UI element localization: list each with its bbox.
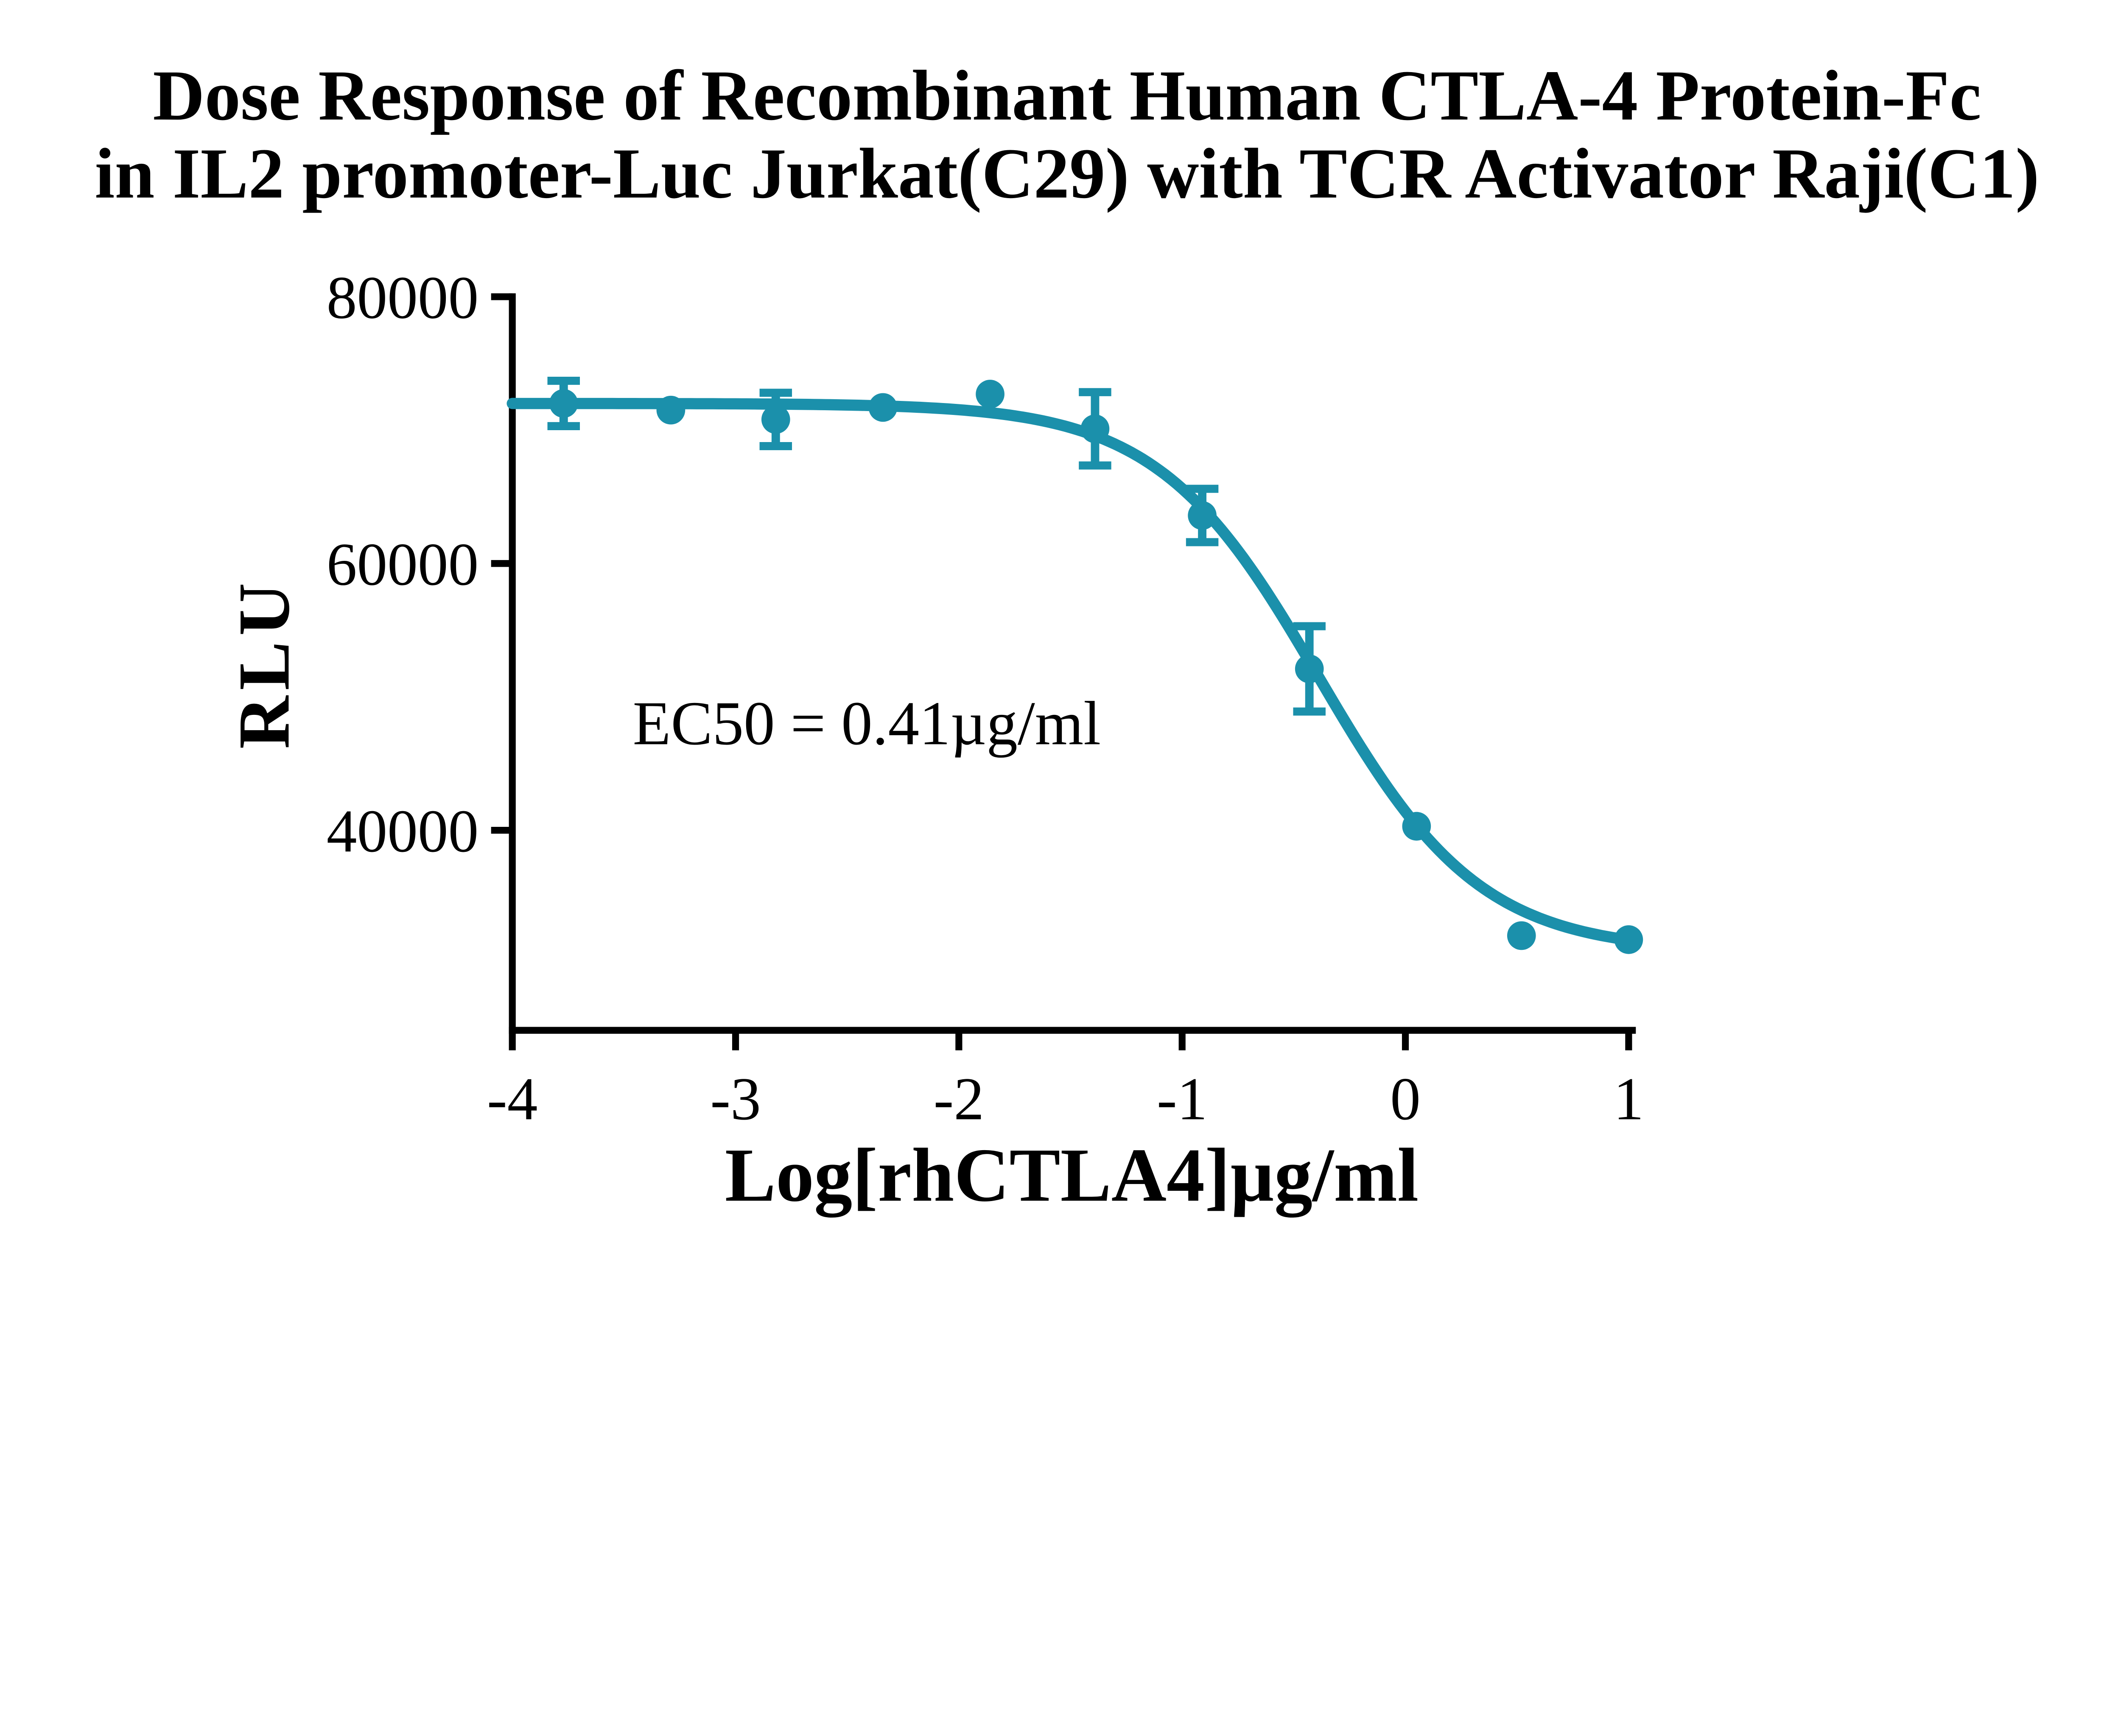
y-axis-tick-label: 80000 [327,264,479,331]
x-axis-tick-label: -2 [934,1065,984,1133]
data-points [549,380,1643,954]
x-axis-tick-label: -4 [487,1065,537,1133]
x-axis-title: Log[rhCTLA4]µg/ml [725,1132,1419,1218]
ec50-annotation: EC50 = 0.41µg/ml [633,689,1101,758]
data-point-marker [549,389,578,418]
data-point-marker [976,380,1005,409]
chart-title-line1: Dose Response of Recombinant Human CTLA-… [153,56,1981,135]
data-point-marker [868,393,898,422]
chart-title-line2: in IL2 promoter-Luc Jurkat(C29) with TCR… [95,134,2039,213]
data-point-marker [1614,925,1643,954]
y-axis-tick-label: 40000 [327,798,479,865]
y-axis-tick-label: 60000 [327,531,479,598]
data-point-marker [1080,414,1110,443]
error-bars [547,376,1326,716]
x-axis-tick-label: 1 [1614,1065,1644,1133]
y-axis: 40000 60000 80000 [327,264,516,1034]
data-point-marker [1507,921,1536,950]
fit-curve [506,398,1634,946]
data-point-marker [1402,812,1431,841]
data-point-marker [1295,654,1324,683]
x-axis: -4 -3 -2 -1 0 1 [487,1027,1644,1133]
dose-response-chart: Dose Response of Recombinant Human CTLA-… [0,0,2121,1277]
x-axis-tick-label: -1 [1157,1065,1207,1133]
chart-background [0,0,2121,1277]
data-point-marker [1188,501,1217,530]
x-axis-tick-label: 0 [1390,1065,1421,1133]
x-axis-tick-label: -3 [710,1065,761,1133]
y-axis-title: RLU [224,577,305,749]
data-point-marker [656,395,686,425]
data-point-marker [761,405,790,434]
